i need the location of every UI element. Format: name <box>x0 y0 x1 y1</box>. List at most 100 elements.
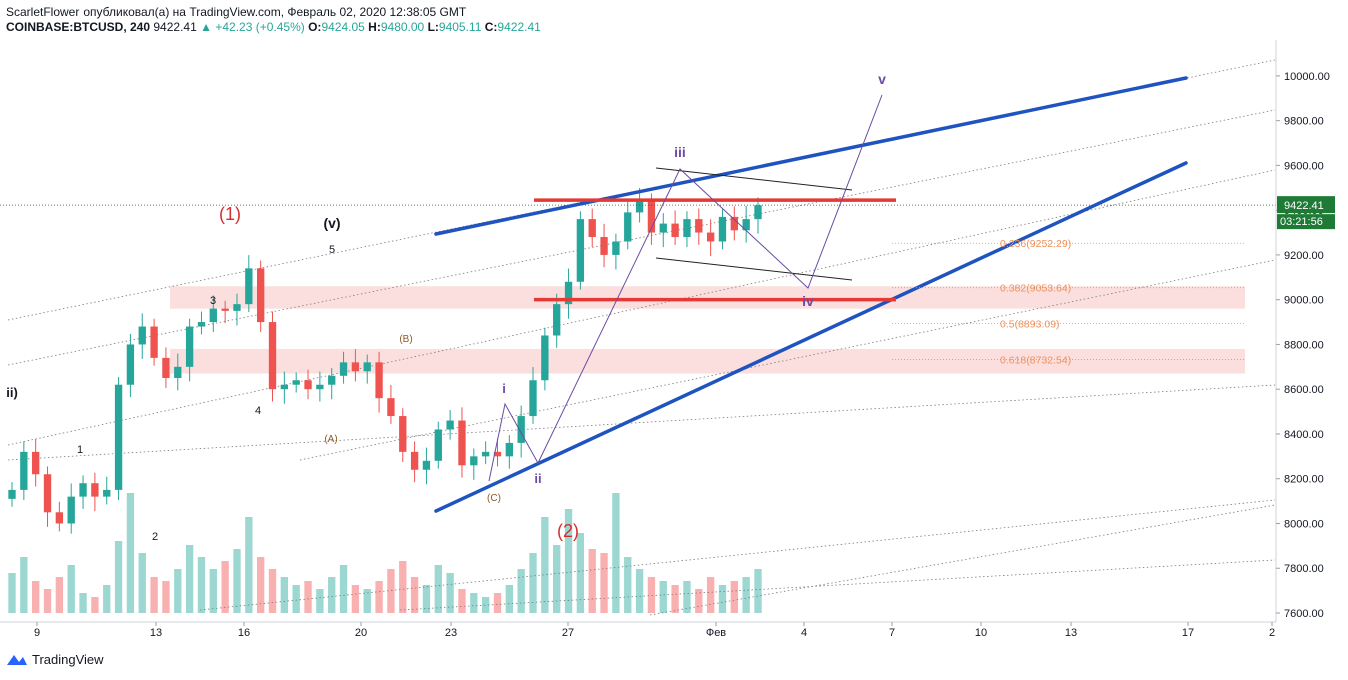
wave-label-corrective: (C) <box>487 493 501 504</box>
candle-body <box>339 362 348 376</box>
volume-bar <box>706 577 715 613</box>
candle-body <box>754 205 762 220</box>
channel-lower-line <box>434 161 1188 513</box>
volume-bar <box>32 581 40 613</box>
volume-bar <box>292 585 300 613</box>
change-arrow-icon: ▲ <box>200 20 212 34</box>
countdown-label: 03:21:56 <box>1280 216 1323 228</box>
volume-bar <box>541 517 549 613</box>
wave-label-corrective: (A) <box>324 434 337 445</box>
chart-header: ScarletFlower опубликовал(а) на TradingVi… <box>6 5 541 35</box>
x-tick-label: 16 <box>238 627 250 639</box>
volume-bar <box>8 573 16 613</box>
volume-bar <box>245 517 253 613</box>
wave-label-intermediate: (v) <box>323 215 340 231</box>
pitchfork-line <box>199 499 1276 611</box>
candle-body <box>351 362 360 372</box>
volume-bar <box>730 581 738 613</box>
volume-bar <box>470 593 478 613</box>
candle-body <box>256 268 265 323</box>
candle-body <box>316 384 324 390</box>
candle-body <box>647 201 656 233</box>
volume-bar <box>268 569 277 613</box>
candle-body <box>328 375 336 385</box>
candle-body <box>399 416 407 452</box>
candle-body <box>245 268 253 305</box>
volume-bar <box>635 569 644 613</box>
y-tick-label: 8600.00 <box>1284 384 1324 396</box>
high-value: 9480.00 <box>380 20 425 34</box>
candle-body <box>576 219 585 282</box>
volume-bar <box>754 569 762 613</box>
wave-label-minute: iv <box>802 293 814 309</box>
wave-label-minor: 5 <box>329 244 335 256</box>
y-tick-label: 10000.00 <box>1284 71 1330 83</box>
footer: TradingView <box>6 652 104 667</box>
x-tick-label: Фев <box>706 627 726 639</box>
y-tick-label: 7600.00 <box>1284 608 1324 620</box>
volume-bar <box>103 585 111 613</box>
candle-body <box>103 489 111 497</box>
pitchfork-layer <box>7 59 1276 616</box>
volume-bar <box>553 545 561 613</box>
close-value: 9422.41 <box>497 20 541 34</box>
volume-bar <box>316 589 324 613</box>
candle-body <box>174 366 182 379</box>
candle-body <box>67 496 75 524</box>
x-tick-label: 20 <box>355 627 367 639</box>
candle-body <box>138 326 146 345</box>
wave-label-minute: iii <box>674 144 686 160</box>
candle-body <box>79 483 87 497</box>
zones-layer <box>170 286 1245 374</box>
y-tick-label: 9000.00 <box>1284 295 1324 307</box>
candle-body <box>422 460 431 470</box>
volume-bar <box>55 577 64 613</box>
candle-body <box>280 384 289 390</box>
candle-body <box>529 380 537 417</box>
last-price-tag-label: 9422.41 <box>1284 200 1324 212</box>
y-tick-label: 9600.00 <box>1284 160 1324 172</box>
candle-body <box>20 451 28 490</box>
publish-line: ScarletFlower опубликовал(а) на TradingVi… <box>6 5 541 20</box>
volume-bar <box>91 597 99 613</box>
candle-body <box>612 241 620 255</box>
candle-body <box>671 223 679 238</box>
volume-bar <box>600 553 608 613</box>
wave-label-primary: (1) <box>219 204 241 224</box>
triangle-lower-line <box>655 257 853 281</box>
volume-bar <box>174 569 182 613</box>
candle-body <box>493 451 502 457</box>
x-tick-label: 23 <box>445 627 457 639</box>
low-label: L: <box>427 20 439 34</box>
author-name[interactable]: ScarletFlower <box>6 5 80 19</box>
volume-bar <box>138 553 146 613</box>
open-label: O: <box>308 20 322 34</box>
volume-bar <box>185 545 194 613</box>
candle-body <box>209 308 217 323</box>
y-tick-label: 8200.00 <box>1284 474 1324 486</box>
volume-bar <box>671 585 679 613</box>
volume-bar <box>43 589 52 613</box>
volume-bar <box>304 581 312 613</box>
candle-body <box>197 322 206 327</box>
volume-bar <box>233 549 241 613</box>
candle-body <box>742 219 750 231</box>
candle-body <box>410 451 419 470</box>
footer-brand[interactable]: TradingView <box>32 652 104 667</box>
symbol-label[interactable]: COINBASE:BTCUSD, 240 <box>6 20 151 34</box>
volume-bar <box>517 569 525 613</box>
volume-bar <box>328 577 336 613</box>
candle-body <box>434 429 442 461</box>
candle-body <box>162 357 170 379</box>
candle-body <box>43 474 52 513</box>
candle-body <box>553 304 561 336</box>
candle-body <box>481 451 490 457</box>
published-text: опубликовал(а) на TradingView.com, Февра… <box>83 5 467 19</box>
candle-body <box>683 219 691 238</box>
candle-body <box>8 489 16 499</box>
y-tick-label: 7800.00 <box>1284 563 1324 575</box>
volume-bar <box>458 589 466 613</box>
candle-body <box>588 219 596 238</box>
candle-body <box>730 216 738 231</box>
